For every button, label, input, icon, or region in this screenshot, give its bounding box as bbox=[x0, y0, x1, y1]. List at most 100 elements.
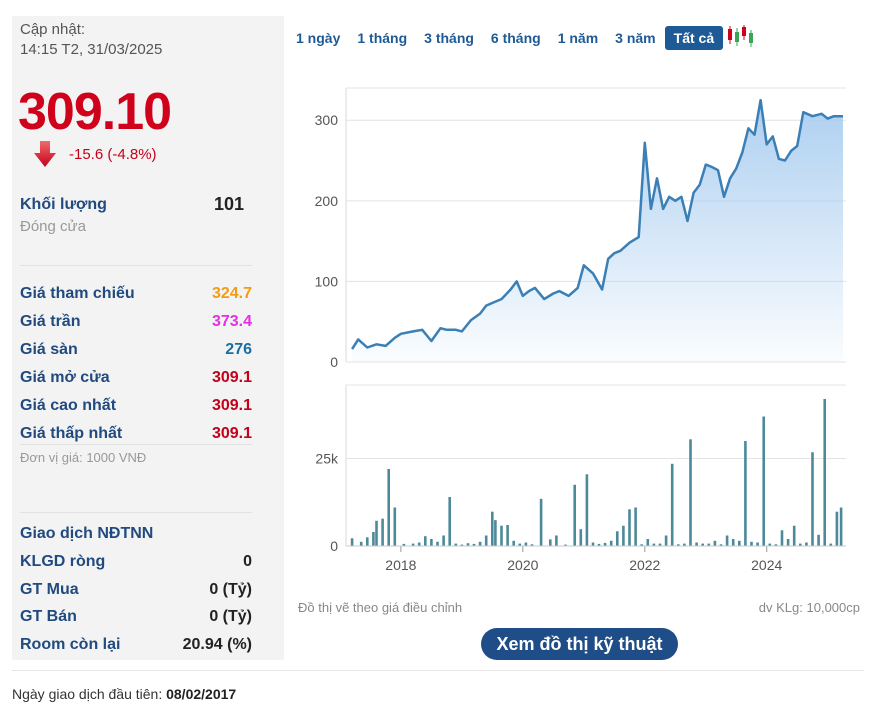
foreign-row-value: 0 (Tỷ) bbox=[209, 608, 252, 625]
x-tick-label: 2024 bbox=[751, 557, 782, 573]
price-row-label: Giá thấp nhất bbox=[20, 425, 123, 442]
volume-bar bbox=[402, 543, 406, 546]
volume-row: Khối lượng 101 bbox=[20, 194, 252, 214]
volume-bar bbox=[805, 542, 808, 546]
volume-bar bbox=[640, 544, 643, 547]
foreign-row-value: 0 (Tỷ) bbox=[209, 580, 252, 598]
range-button[interactable]: 1 năm bbox=[557, 30, 599, 46]
volume-bar bbox=[823, 399, 826, 546]
volume-bar bbox=[573, 484, 576, 547]
volume-bar bbox=[603, 542, 607, 546]
volume-bar bbox=[646, 539, 650, 546]
range-button[interactable]: Tất cả bbox=[664, 26, 724, 50]
divider bbox=[20, 512, 252, 513]
volume-bar bbox=[792, 525, 796, 546]
volume-bar bbox=[366, 537, 369, 547]
price-row-value: 309.1 bbox=[211, 369, 252, 386]
range-button[interactable]: 3 tháng bbox=[424, 30, 474, 46]
range-button[interactable]: 3 năm bbox=[615, 30, 656, 46]
volume-unit-note: dv KLg: 10,000cp bbox=[758, 600, 860, 615]
volume-bar bbox=[381, 518, 384, 546]
volume-value: 101 bbox=[213, 194, 244, 214]
volume-bar bbox=[750, 541, 753, 546]
divider bbox=[20, 444, 252, 445]
volume-bar bbox=[634, 507, 637, 546]
first-trade-date: Ngày giao dịch đầu tiên: 08/02/2017 bbox=[12, 686, 236, 702]
volume-bar bbox=[829, 543, 833, 546]
volume-bar bbox=[350, 538, 354, 546]
volume-bar bbox=[539, 498, 543, 547]
price-row-label: Giá trần bbox=[20, 313, 81, 330]
range-button[interactable]: 1 ngày bbox=[296, 30, 341, 46]
price-row-label: Giá tham chiếu bbox=[20, 285, 135, 302]
volume-bar bbox=[658, 543, 662, 546]
volume-bar bbox=[762, 416, 765, 546]
volume-tick-label: 0 bbox=[330, 538, 338, 554]
volume-bar bbox=[512, 540, 515, 547]
volume-bar bbox=[506, 525, 509, 546]
x-tick-label: 2020 bbox=[507, 557, 538, 573]
foreign-row-label: Room còn lại bbox=[20, 635, 121, 653]
volume-bar bbox=[774, 544, 778, 547]
range-selector: 1 ngày 1 tháng 3 tháng 6 tháng 1 năm 3 năm Tất… bbox=[288, 24, 754, 53]
range-button[interactable]: 6 tháng bbox=[490, 30, 541, 46]
first-trade-label: Ngày giao dịch đầu tiên: bbox=[12, 686, 163, 702]
volume-bar bbox=[652, 543, 656, 546]
volume-bar bbox=[768, 543, 772, 546]
foreign-row: GT Mua 0 (Tỷ) bbox=[20, 581, 252, 599]
volume-bar bbox=[460, 544, 464, 546]
range-button[interactable]: 1 tháng bbox=[357, 30, 408, 46]
volume-bar bbox=[677, 544, 680, 547]
volume-bar bbox=[756, 542, 759, 546]
price-tick-label: 0 bbox=[330, 354, 338, 370]
volume-bar bbox=[387, 469, 390, 546]
price-change: -15.6 (-4.8%) bbox=[69, 146, 157, 163]
price-row-label: Giá cao nhất bbox=[20, 397, 117, 414]
foreign-row: GT Bán 0 (Tỷ) bbox=[20, 608, 252, 626]
volume-bar bbox=[799, 543, 802, 546]
price-row: Giá sàn 276 bbox=[20, 341, 252, 359]
volume-bar bbox=[695, 542, 698, 546]
price-row-label: Giá sàn bbox=[20, 341, 78, 358]
volume-bar bbox=[494, 520, 497, 546]
update-label: Cập nhật: bbox=[20, 21, 86, 38]
price-tick-label: 100 bbox=[315, 273, 339, 289]
volume-bar bbox=[780, 530, 784, 547]
volume-bar bbox=[549, 539, 552, 546]
foreign-row-label: GT Mua bbox=[20, 580, 79, 598]
volume-bar bbox=[719, 544, 723, 547]
price-area bbox=[352, 100, 843, 362]
technical-chart-button[interactable]: Xem đồ thị kỹ thuật bbox=[481, 628, 678, 660]
volume-bar bbox=[472, 543, 476, 546]
volume-bar bbox=[817, 534, 820, 546]
price-row-value: 324.7 bbox=[211, 285, 252, 302]
candlestick-icon[interactable] bbox=[726, 24, 754, 53]
volume-bar bbox=[738, 540, 741, 547]
volume-bar bbox=[609, 540, 613, 547]
price-volume-chart[interactable]: 0 100 200 300 0 25k 2018 2020 2022 2024 bbox=[288, 80, 858, 590]
unit-note: Đơn vị giá: 1000 VNĐ bbox=[20, 450, 147, 465]
volume-bar bbox=[839, 507, 843, 546]
volume-bar bbox=[616, 531, 619, 546]
volume-bar bbox=[628, 509, 631, 547]
price-row: Giá tham chiếu 324.7 bbox=[20, 285, 252, 303]
price-tick-label: 200 bbox=[315, 193, 339, 209]
volume-bar bbox=[411, 543, 415, 546]
volume-bar bbox=[811, 452, 814, 546]
volume-bar bbox=[442, 535, 445, 546]
x-tick-label: 2018 bbox=[385, 557, 416, 573]
volume-bar bbox=[424, 536, 427, 546]
chart-note: Đồ thị vẽ theo giá điều chỉnh bbox=[298, 600, 463, 615]
down-arrow-icon bbox=[34, 141, 56, 172]
volume-bar bbox=[518, 543, 522, 546]
price-row-value: 309.1 bbox=[211, 425, 252, 442]
price-row: Giá mở cửa 309.1 bbox=[20, 369, 252, 387]
volume-bar bbox=[454, 543, 458, 546]
foreign-row-label: GT Bán bbox=[20, 608, 77, 625]
volume-bar bbox=[372, 532, 375, 546]
foreign-row: Room còn lại 20.94 (%) bbox=[20, 636, 252, 654]
foreign-row-label: KLGD ròng bbox=[20, 553, 106, 570]
price-row-value: 309.1 bbox=[211, 397, 252, 414]
volume-bar bbox=[484, 535, 488, 546]
volume-bar bbox=[835, 511, 839, 546]
